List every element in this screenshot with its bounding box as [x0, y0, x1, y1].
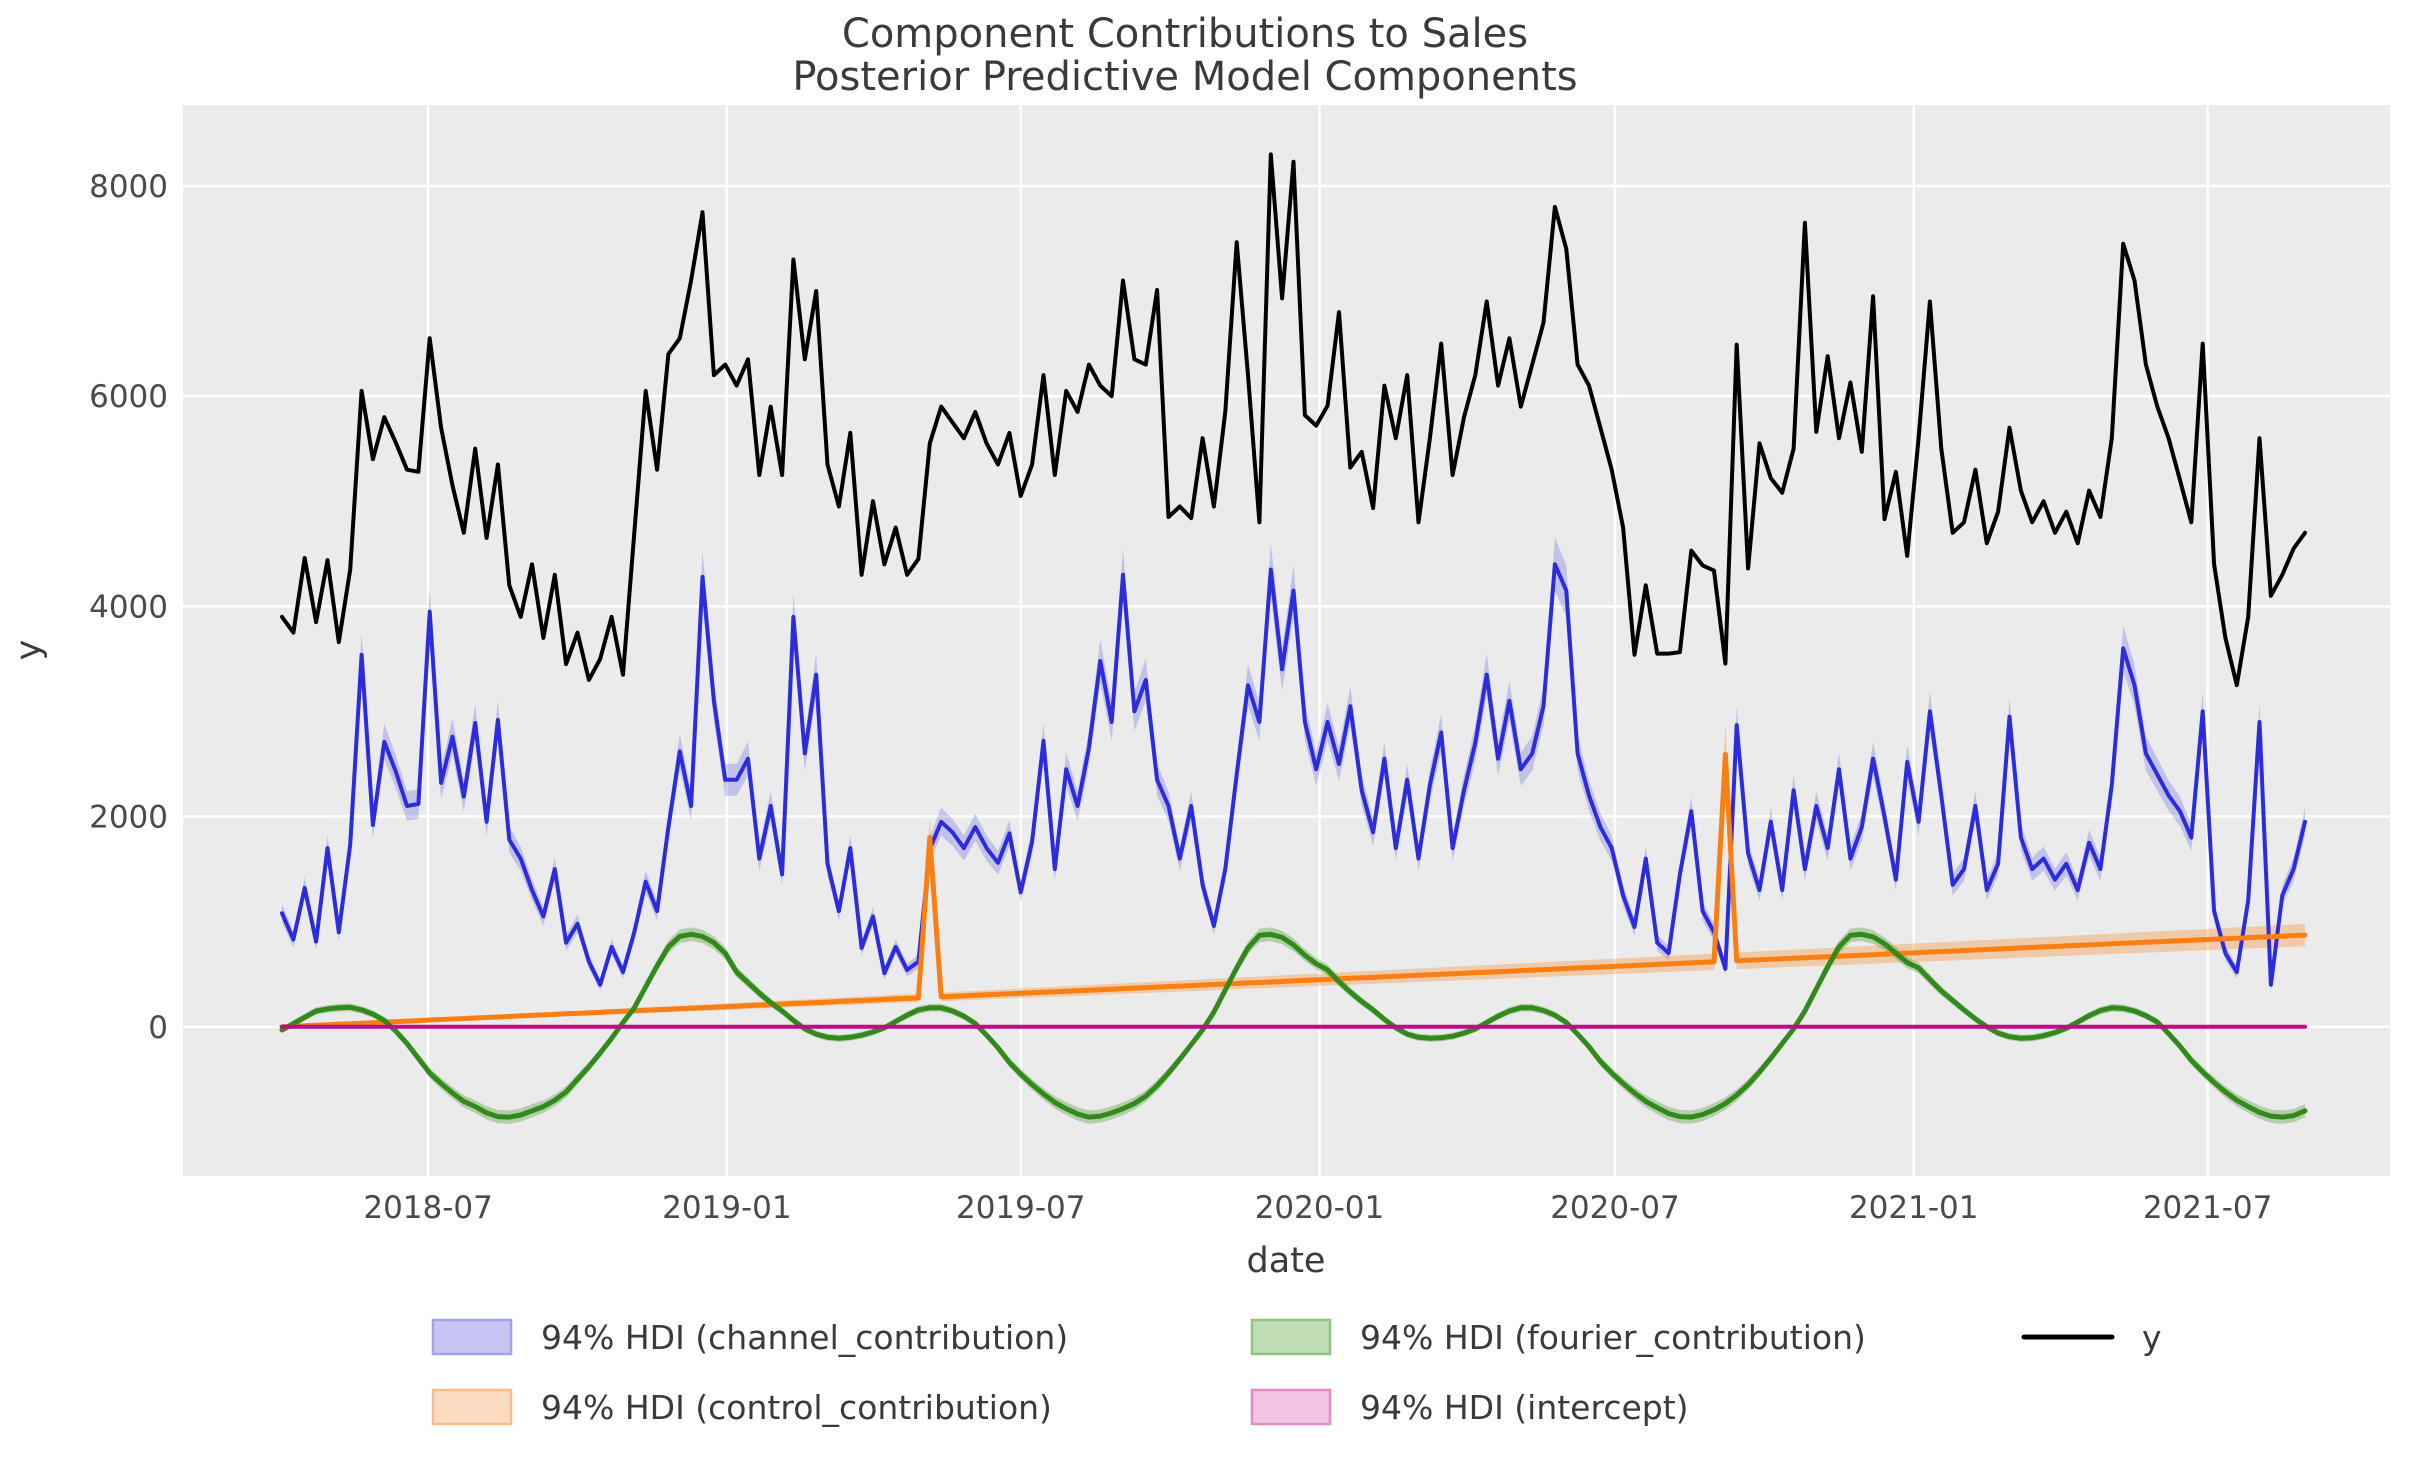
- legend-label-y: y: [2142, 1318, 2162, 1357]
- legend-patch-fourier: [1250, 1318, 1332, 1356]
- series-line-y: [280, 152, 2307, 688]
- legend: 94% HDI (channel_contribution) 94% HDI (c…: [431, 1318, 2162, 1427]
- y-axis-label: y: [9, 640, 49, 661]
- y-tick-label: 2000: [89, 800, 168, 836]
- y-tick-label: 4000: [89, 589, 168, 625]
- legend-item-channel: 94% HDI (channel_contribution): [431, 1318, 1068, 1357]
- chart-title-line2: Posterior Predictive Model Components: [792, 54, 1577, 100]
- y-tick-label: 8000: [89, 169, 168, 205]
- x-tick-label: 2019-07: [956, 1190, 1086, 1226]
- legend-item-y: y: [2021, 1318, 2162, 1357]
- x-tick-label: 2019-01: [662, 1190, 792, 1226]
- legend-patch-intercept: [1250, 1388, 1332, 1426]
- legend-label-control: 94% HDI (control_contribution): [541, 1388, 1052, 1427]
- legend-item-control: 94% HDI (control_contribution): [431, 1388, 1052, 1427]
- gridlines: [183, 105, 2390, 1176]
- x-tick-label: 2021-07: [2143, 1190, 2273, 1226]
- legend-label-channel: 94% HDI (channel_contribution): [541, 1318, 1068, 1357]
- series-line-control_contribution: [279, 752, 2308, 1030]
- legend-label-intercept: 94% HDI (intercept): [1360, 1388, 1689, 1427]
- legend-item-fourier: 94% HDI (fourier_contribution): [1250, 1318, 1866, 1357]
- x-axis-label: date: [1247, 1241, 1326, 1281]
- x-axis-tick-labels: 2018-07 2019-01 2019-07 2020-01 2020-07 2021-…: [363, 1190, 2272, 1226]
- x-tick-label: 2020-07: [1550, 1190, 1680, 1226]
- y-axis-tick-labels: 0 2000 4000 6000 8000: [89, 169, 168, 1046]
- hdi-band-control_contribution: [282, 723, 2305, 1028]
- series-lines: [279, 152, 2308, 1120]
- legend-item-intercept: 94% HDI (intercept): [1250, 1388, 1689, 1427]
- y-tick-label: 6000: [89, 379, 168, 415]
- x-tick-label: 2018-07: [363, 1190, 493, 1226]
- legend-patch-control: [431, 1388, 513, 1426]
- x-tick-label: 2020-01: [1255, 1190, 1385, 1226]
- series-line-channel_contribution: [280, 562, 2307, 987]
- legend-label-fourier: 94% HDI (fourier_contribution): [1360, 1318, 1866, 1357]
- y-tick-label: 0: [148, 1010, 168, 1046]
- legend-patch-channel: [431, 1318, 513, 1356]
- chart-title-line1: Component Contributions to Sales: [842, 11, 1528, 57]
- x-tick-label: 2021-01: [1849, 1190, 1979, 1226]
